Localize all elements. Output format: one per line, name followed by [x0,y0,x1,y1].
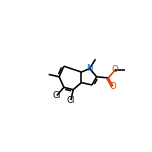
Text: Cl: Cl [53,91,61,100]
Text: Cl: Cl [67,96,75,105]
Text: O: O [110,82,116,91]
Text: N: N [86,64,93,73]
Text: O: O [112,65,119,74]
